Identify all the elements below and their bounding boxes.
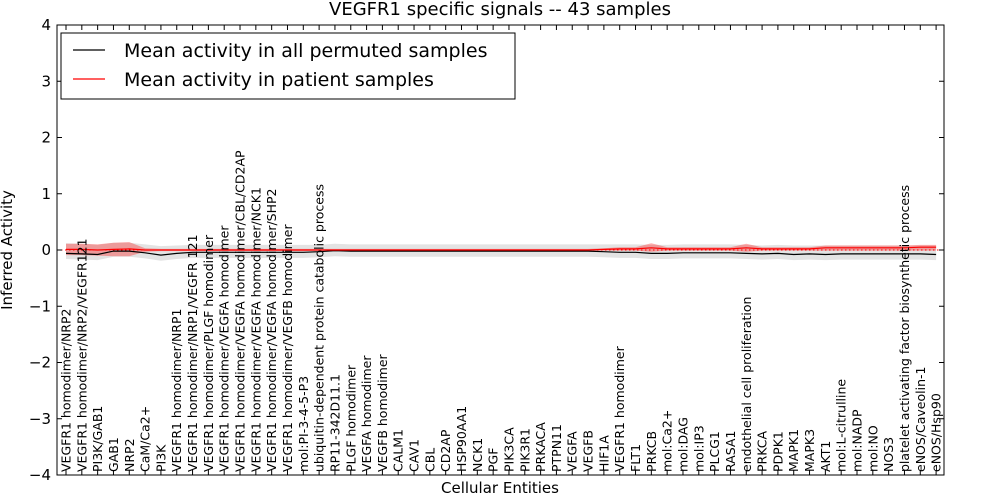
x-tick-label: VEGFR1 homodimer [612,345,627,472]
legend-box [60,32,516,100]
x-tick-label: CD2AP [438,429,453,472]
x-tick-label: eNOS/Hsp90 [929,393,944,472]
legend-label-patient: Mean activity in patient samples [124,69,434,91]
x-tick-label: mol:Ca2+ [660,410,675,472]
x-axis-title: Cellular Entities [441,479,559,497]
series-line-patient [66,246,937,251]
x-tick-label: platelet activating factor biosynthetic … [897,185,912,472]
x-tick-label: eNOS/Caveolin-1 [913,367,928,472]
series-line-permuted [65,249,937,256]
x-tick-label: RP11-342D11.1 [327,374,342,472]
x-tick-label: mol:PI-3-4-5-P3 [296,376,311,472]
x-tick-label: VEGFR1 homodimer/NRP1 [169,309,184,472]
x-tick-label: PRKCA [755,431,770,472]
x-tick-label: PTPN11 [549,424,564,472]
x-tick-label: VEGFR1 homodimer/VEGFB homodimer [280,224,295,472]
x-tick-label: mol:L-citrulline [834,379,849,472]
x-tick-label: PGF [486,448,501,472]
x-tick-label: mol:NADP [850,409,865,472]
x-tick-label: PRKACA [533,422,548,472]
x-tick-label: VEGFR1 homodimer/NRP1/VEGFR 121 [185,234,200,472]
x-tick-label: mol:NO [865,425,880,472]
y-tick-label: 0 [41,241,51,259]
y-axis-title: Inferred Activity [0,190,16,310]
x-tick-label: VEGFB homodimer [375,353,390,472]
x-tick-label: AKT1 [818,441,833,472]
x-tick-label: HIF1A [596,435,611,472]
y-tick-label: 1 [41,185,51,203]
x-tick-label: VEGFA homodimer [359,355,374,472]
x-tick-label: VEGFR1 homodimer/NRP2/VEGFR121 [74,238,89,472]
x-tick-label: PRKCB [644,431,659,472]
x-tick-label: VEGFR1 homodimer/VEGFA homodimer [217,225,232,472]
x-tick-label: MAPK1 [786,429,801,472]
band-patient [66,242,937,257]
x-tick-labels: VEGFR1 homodimer/NRP2 VEGFR1 homodimer/NR… [59,150,944,472]
x-tick-label: PDPK1 [770,431,785,472]
y-tick-label: −3 [29,410,51,428]
x-tick-label: VEGFA [565,431,580,472]
x-tick-label: NCK1 [470,438,485,472]
x-tick-label: PI3K [153,444,168,472]
x-tick-label: CAV1 [407,439,422,472]
x-tick-label: mol:DAG [676,417,691,472]
lines-layer [57,246,944,256]
x-tick-label: VEGFR1 homodimer/VEGFA homodimer/NCK1 [248,187,263,472]
x-tick-label: CBL [422,448,437,472]
x-tick-label: VEGFR1 homodimer/PLGF homodimer [201,234,216,472]
x-tick-label: GAB1 [106,437,121,472]
x-tick-label: PI3K/GAB1 [90,406,105,472]
x-tick-label: FLT1 [628,444,643,472]
x-tick-label: endothelial cell proliferation [739,297,754,472]
x-tick-label: VEGFR1 homodimer/NRP2 [59,309,74,472]
x-tick-label: NRP2 [122,438,137,472]
x-tick-label: ubiquitin-dependent protein catabolic pr… [312,184,327,472]
x-tick-label: CaM/Ca2+ [138,406,153,472]
x-tick-label: VEGFR1 homodimer/VEGFA homodimer/SHP2 [264,188,279,472]
x-tick-label: mol:IP3 [691,425,706,472]
x-tick-label: RASA1 [723,431,738,472]
x-tick-label: NOS3 [881,437,896,472]
x-tick-label: PLGF homodimer [343,364,358,472]
x-tick-label: VEGFB [581,430,596,472]
y-tick-label: −4 [29,466,51,484]
legend: Mean activity in all permuted samples Me… [60,32,516,100]
x-tick-label: CALM1 [391,429,406,472]
x-tick-label: VEGFR1 homodimer/VEGFA homodimer/CBL/CD2… [233,150,248,472]
chart-title: VEGFR1 specific signals -- 43 samples [329,0,671,20]
y-tick-label: −2 [29,354,51,372]
x-tick-label: MAPK3 [802,429,817,472]
x-tick-label: PIK3CA [502,427,517,472]
legend-label-permuted: Mean activity in all permuted samples [124,40,487,62]
ticks-layer: −4 −3 −2 −1 0 1 2 3 4 [29,16,944,484]
y-tick-label: 3 [41,72,51,90]
y-tick-label: 2 [41,129,51,147]
y-tick-label: −1 [29,297,51,315]
x-tick-label: PLCG1 [707,431,722,472]
x-tick-label: PIK3R1 [517,428,532,472]
y-tick-label: 4 [41,16,51,34]
x-tick-label: HSP90AA1 [454,406,469,472]
